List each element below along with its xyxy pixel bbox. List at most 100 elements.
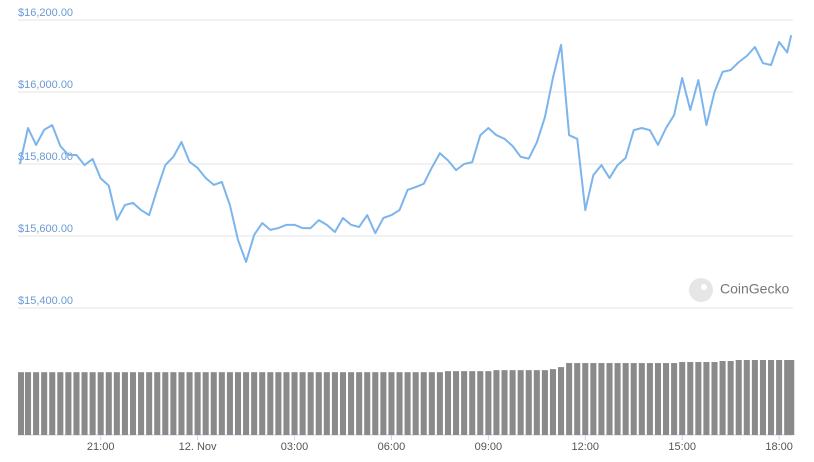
volume-bar <box>178 372 185 435</box>
volume-bar <box>243 372 250 435</box>
y-tick-label: $15,600.00 <box>18 223 73 235</box>
volume-bar <box>687 362 694 435</box>
volume-bar <box>146 372 153 435</box>
volume-bar <box>549 369 557 435</box>
volume-bar <box>606 363 613 435</box>
volume-bar <box>65 372 72 435</box>
volume-bar <box>525 370 532 435</box>
volume-bar <box>259 372 266 435</box>
volume-bar <box>348 372 355 435</box>
volume-bar <box>743 360 750 435</box>
volume-bar <box>776 360 783 435</box>
volume-bar <box>162 372 169 435</box>
x-tick-label: 18:00 <box>765 441 793 453</box>
volume-bar <box>218 372 225 435</box>
volume-bar <box>630 363 637 435</box>
volume-bar <box>759 360 766 435</box>
volume-bar <box>299 372 306 435</box>
volume-bar <box>703 362 710 435</box>
volume-bar <box>267 372 274 435</box>
volume-bar <box>97 372 104 435</box>
volume-bar <box>226 372 233 435</box>
volume-bar <box>73 372 80 435</box>
volume-bar <box>493 370 500 435</box>
volume-bar <box>751 360 758 435</box>
volume-bar <box>711 362 718 435</box>
volume-bar <box>509 370 516 435</box>
volume-bar <box>477 371 484 435</box>
volume-bar <box>404 372 411 435</box>
volume-bar <box>453 371 460 435</box>
volume-bar <box>574 363 581 435</box>
volume-bar <box>622 363 629 435</box>
y-tick-label: $15,400.00 <box>18 295 73 307</box>
volume-bar <box>461 371 468 435</box>
volume-bar <box>614 363 621 435</box>
volume-bar <box>129 372 137 435</box>
volume-bar <box>380 372 387 435</box>
watermark-logo-eye <box>701 284 707 290</box>
volume-bar <box>339 372 347 435</box>
volume-bar <box>412 372 419 435</box>
volume-bar <box>234 372 242 435</box>
volume-bar <box>788 360 795 435</box>
y-tick-label: $15,800.00 <box>18 151 73 163</box>
volume-bar <box>695 362 702 435</box>
volume-bar <box>566 363 573 435</box>
volume-bar <box>735 360 742 435</box>
volume-bar <box>33 372 40 435</box>
x-tick-label: 12:00 <box>572 441 600 453</box>
volume-bar <box>202 372 209 435</box>
volume-bar <box>24 372 32 435</box>
volume-bar <box>170 372 177 435</box>
volume-bar <box>768 360 775 435</box>
volume-bar <box>194 372 201 435</box>
y-tick-label: $16,200.00 <box>18 7 73 19</box>
volume-bar <box>469 371 476 435</box>
volume-bar <box>396 372 403 435</box>
volume-bar <box>251 372 258 435</box>
volume-bar <box>388 372 395 435</box>
volume-bar <box>533 370 540 435</box>
x-tick-label: 15:00 <box>668 441 696 453</box>
volume-bar <box>356 372 363 435</box>
volume-bar <box>598 363 605 435</box>
watermark: CoinGecko <box>689 278 789 302</box>
watermark-logo <box>689 278 713 302</box>
plot: $15,400.00 $15,600.00 $15,800.00 $16,000.00… <box>18 7 795 453</box>
volume-bar <box>727 361 734 435</box>
volume-bar <box>275 372 282 435</box>
volume-bar <box>590 363 597 435</box>
volume-bar <box>41 372 48 435</box>
y-tick-label: $16,000.00 <box>18 79 73 91</box>
volume-bar <box>501 370 508 435</box>
volume-bar <box>428 372 435 435</box>
volume-bar <box>638 363 645 435</box>
volume-bar <box>444 371 452 435</box>
x-tick-label: 06:00 <box>378 441 406 453</box>
volume-bar <box>105 372 112 435</box>
volume-bar <box>113 372 120 435</box>
volume-bar <box>372 372 379 435</box>
volume-bar <box>646 363 653 435</box>
price-line <box>18 34 793 263</box>
x-tick-label: 03:00 <box>281 441 309 453</box>
volume-bar <box>485 371 492 435</box>
volume-bar <box>582 363 589 435</box>
volume-bar <box>671 363 678 435</box>
volume-bar <box>663 363 670 435</box>
volume-bar <box>517 370 524 435</box>
volume-bar <box>719 361 726 435</box>
volume-bar <box>323 372 330 435</box>
volume-bar <box>541 370 548 435</box>
volume-bar <box>420 372 427 435</box>
volume-bar <box>49 372 56 435</box>
x-tick-label: 09:00 <box>475 441 503 453</box>
volume-bar <box>784 360 791 435</box>
volume-bar <box>315 372 322 435</box>
watermark-text: CoinGecko <box>720 281 789 297</box>
volume-bar <box>57 372 64 435</box>
volume-bar <box>291 372 298 435</box>
volume-bar <box>89 372 96 435</box>
